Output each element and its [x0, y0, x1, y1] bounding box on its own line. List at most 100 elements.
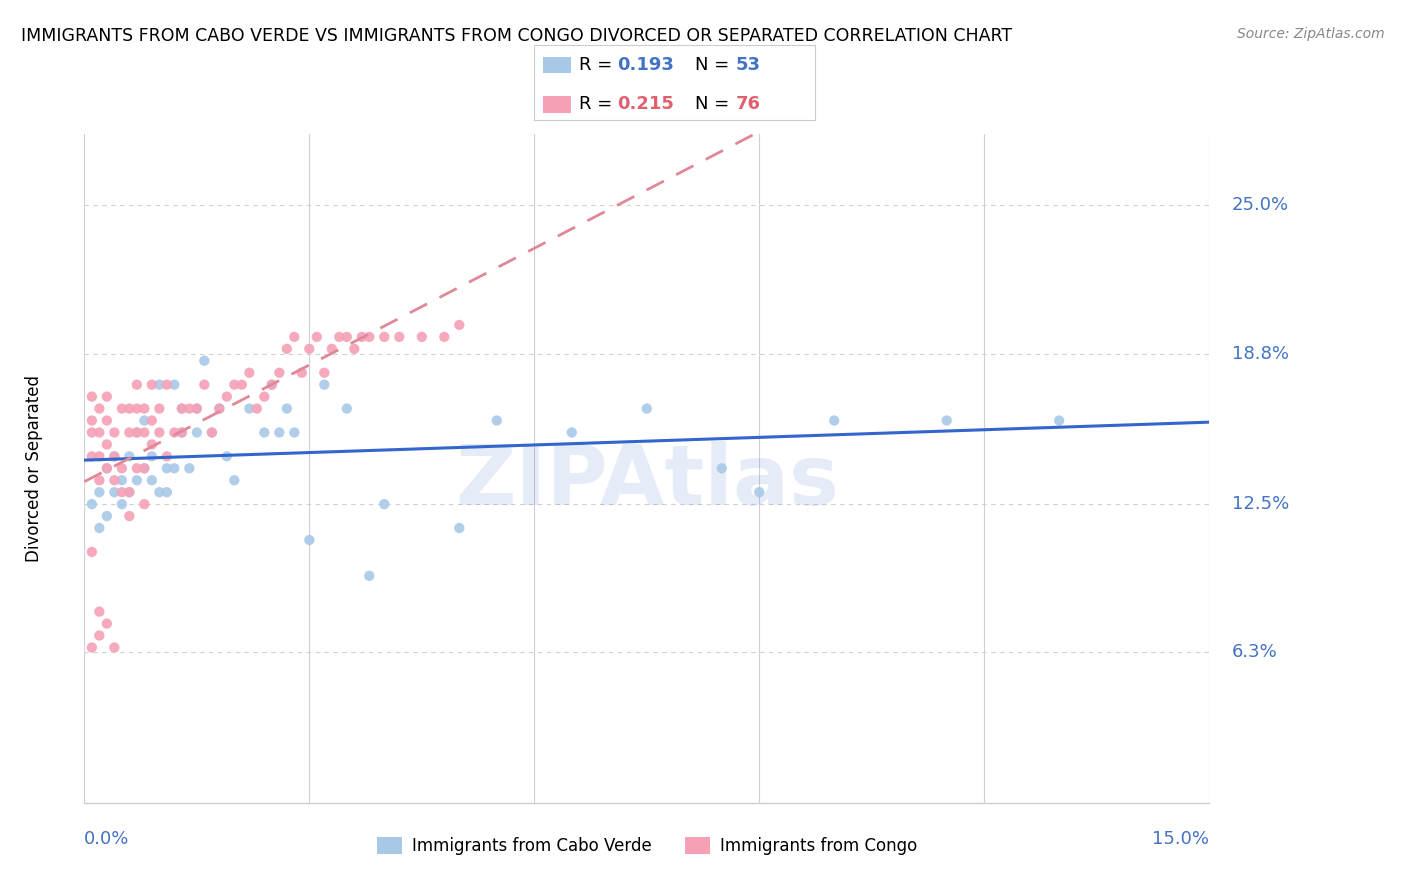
Point — [89, 521, 111, 535]
Point — [125, 425, 148, 440]
Point — [373, 497, 395, 511]
Point — [89, 473, 111, 487]
Point — [118, 509, 141, 524]
Point — [388, 330, 411, 344]
Point — [208, 401, 231, 416]
Point — [748, 485, 770, 500]
Point — [246, 401, 269, 416]
Point — [215, 390, 238, 404]
Point — [125, 377, 148, 392]
Point — [80, 450, 103, 464]
FancyBboxPatch shape — [543, 57, 571, 73]
Text: 76: 76 — [735, 95, 761, 113]
Point — [298, 342, 321, 356]
Point — [96, 413, 118, 427]
Text: N =: N = — [695, 95, 734, 113]
Point — [823, 413, 845, 427]
Point — [276, 342, 298, 356]
Point — [269, 366, 291, 380]
Text: R =: R = — [579, 95, 619, 113]
Point — [224, 377, 246, 392]
Point — [148, 377, 170, 392]
Point — [125, 401, 148, 416]
Point — [125, 425, 148, 440]
Point — [298, 533, 321, 547]
Text: 0.215: 0.215 — [617, 95, 673, 113]
Point — [170, 425, 193, 440]
Point — [156, 485, 179, 500]
Point — [141, 473, 163, 487]
Point — [80, 413, 103, 427]
Point — [96, 461, 118, 475]
Text: R =: R = — [579, 56, 619, 74]
Text: 18.8%: 18.8% — [1232, 344, 1289, 363]
Point — [328, 330, 350, 344]
Text: 0.0%: 0.0% — [84, 830, 129, 847]
Point — [170, 401, 193, 416]
Text: Source: ZipAtlas.com: Source: ZipAtlas.com — [1237, 27, 1385, 41]
Point — [163, 461, 186, 475]
Point — [359, 569, 381, 583]
Point — [179, 401, 201, 416]
Point — [186, 401, 208, 416]
Point — [111, 401, 134, 416]
Point — [96, 390, 118, 404]
Point — [141, 450, 163, 464]
Point — [291, 366, 314, 380]
Point — [238, 366, 260, 380]
Point — [253, 425, 276, 440]
Point — [305, 330, 328, 344]
Point — [148, 401, 170, 416]
Point — [449, 521, 471, 535]
Point — [80, 545, 103, 559]
Point — [186, 401, 208, 416]
Point — [350, 330, 373, 344]
Point — [156, 377, 179, 392]
Point — [201, 425, 224, 440]
Point — [253, 390, 276, 404]
Point — [96, 437, 118, 451]
Point — [134, 461, 156, 475]
FancyBboxPatch shape — [543, 96, 571, 112]
Point — [148, 425, 170, 440]
Point — [321, 342, 343, 356]
Text: 0.193: 0.193 — [617, 56, 673, 74]
Point — [224, 473, 246, 487]
Point — [80, 425, 103, 440]
Text: 6.3%: 6.3% — [1232, 643, 1278, 661]
Point — [96, 616, 118, 631]
Point — [118, 485, 141, 500]
Point — [163, 425, 186, 440]
Point — [111, 485, 134, 500]
Point — [89, 605, 111, 619]
Point — [314, 377, 336, 392]
Point — [935, 413, 957, 427]
Point — [89, 401, 111, 416]
Point — [89, 425, 111, 440]
Point — [636, 401, 658, 416]
Point — [111, 473, 134, 487]
Point — [89, 485, 111, 500]
Point — [103, 640, 125, 655]
Point — [111, 461, 134, 475]
Point — [89, 628, 111, 642]
Text: Divorced or Separated: Divorced or Separated — [25, 375, 42, 562]
Point — [96, 509, 118, 524]
Text: ZIPAtlas: ZIPAtlas — [454, 442, 839, 522]
Point — [103, 425, 125, 440]
Point — [134, 401, 156, 416]
Point — [134, 497, 156, 511]
Point — [103, 473, 125, 487]
Point — [156, 461, 179, 475]
Point — [343, 342, 366, 356]
Point — [231, 377, 253, 392]
Point — [1047, 413, 1070, 427]
Point — [170, 401, 193, 416]
Point — [118, 450, 141, 464]
Point — [80, 640, 103, 655]
Point — [238, 401, 260, 416]
Point — [359, 330, 381, 344]
Point — [111, 497, 134, 511]
Point — [283, 425, 305, 440]
Point — [103, 450, 125, 464]
